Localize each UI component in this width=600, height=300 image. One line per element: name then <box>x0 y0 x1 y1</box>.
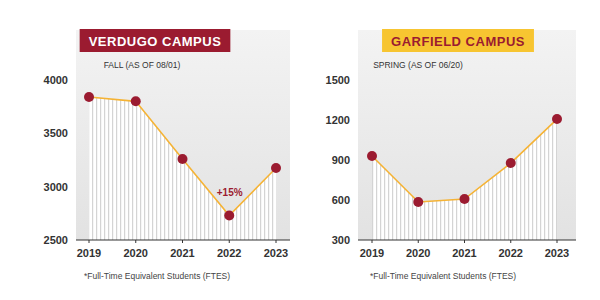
data-group <box>84 92 281 240</box>
annotation: +15% <box>217 187 243 198</box>
marker <box>271 163 281 173</box>
x-axis <box>358 239 576 240</box>
x-tick-label: 2021 <box>170 247 194 259</box>
x-tick-label: 2019 <box>360 247 384 259</box>
marker <box>413 197 423 207</box>
y-tick <box>353 200 357 201</box>
y-tick <box>353 160 357 161</box>
marker <box>552 114 562 124</box>
x-tick-label: 2023 <box>545 247 569 259</box>
x-tick-label: 2022 <box>217 247 241 259</box>
x-tick-label: 2021 <box>452 247 476 259</box>
x-tick <box>229 240 230 243</box>
y-tick <box>353 80 357 81</box>
subtitle: SPRING (AS OF 06/20) <box>373 60 463 70</box>
chart-panel: 300 600 900 1200 1500 2019 2020 2021 2022 2023 GAR… <box>326 29 576 281</box>
title-banner <box>382 29 534 52</box>
x-tick-label: 2020 <box>406 247 430 259</box>
y-tick <box>71 240 75 241</box>
marker <box>131 96 141 106</box>
y-tick-label: 2500 <box>44 234 68 246</box>
footnote: *Full-Time Equivalent Students (FTES) <box>84 271 230 281</box>
x-tick-label: 2019 <box>77 247 101 259</box>
x-tick-label: 2020 <box>124 247 148 259</box>
chart-wrap: 2500 3000 3500 4000 2019 2020 2021 2022 2023 VERD… <box>0 0 600 300</box>
chart-panel: 2500 3000 3500 4000 2019 2020 2021 2022 2023 VERD… <box>44 29 290 281</box>
x-tick <box>418 240 419 243</box>
x-tick <box>510 240 511 243</box>
title: GARFIELD CAMPUS <box>391 34 525 49</box>
footnote: *Full-Time Equivalent Students (FTES) <box>370 271 516 281</box>
y-tick <box>71 80 75 81</box>
x-tick <box>276 240 277 243</box>
marker <box>367 151 377 161</box>
x-tick <box>557 240 558 243</box>
y-tick-label: 900 <box>332 154 350 166</box>
x-tick <box>464 240 465 243</box>
panel-background <box>76 30 290 240</box>
marker <box>178 154 188 164</box>
title: VERDUGO CAMPUS <box>89 34 222 49</box>
y-tick-label: 1500 <box>326 74 350 86</box>
y-tick <box>353 120 357 121</box>
marker <box>460 194 470 204</box>
y-tick <box>353 240 357 241</box>
title-banner <box>80 29 231 52</box>
panel-background <box>358 30 576 240</box>
x-tick <box>372 240 373 243</box>
x-tick <box>182 240 183 243</box>
y-tick-label: 3000 <box>44 181 68 193</box>
marker <box>224 210 234 220</box>
area <box>372 119 557 240</box>
marker <box>506 158 516 168</box>
x-tick-label: 2022 <box>499 247 523 259</box>
y-tick-label: 4000 <box>44 74 68 86</box>
area <box>89 97 276 240</box>
y-tick <box>71 186 75 187</box>
marker <box>84 92 94 102</box>
subtitle: FALL (AS OF 08/01) <box>104 60 181 70</box>
x-tick <box>89 240 90 243</box>
y-tick <box>71 133 75 134</box>
y-tick-label: 1200 <box>326 114 350 126</box>
line <box>372 119 557 202</box>
y-tick-label: 3500 <box>44 127 68 139</box>
data-group <box>367 114 562 240</box>
line <box>89 97 276 215</box>
chart-svg: 2500 3000 3500 4000 2019 2020 2021 2022 2023 VERD… <box>0 0 600 300</box>
x-tick-label: 2023 <box>264 247 288 259</box>
y-tick-label: 300 <box>332 234 350 246</box>
x-tick <box>135 240 136 243</box>
y-tick-label: 600 <box>332 194 350 206</box>
